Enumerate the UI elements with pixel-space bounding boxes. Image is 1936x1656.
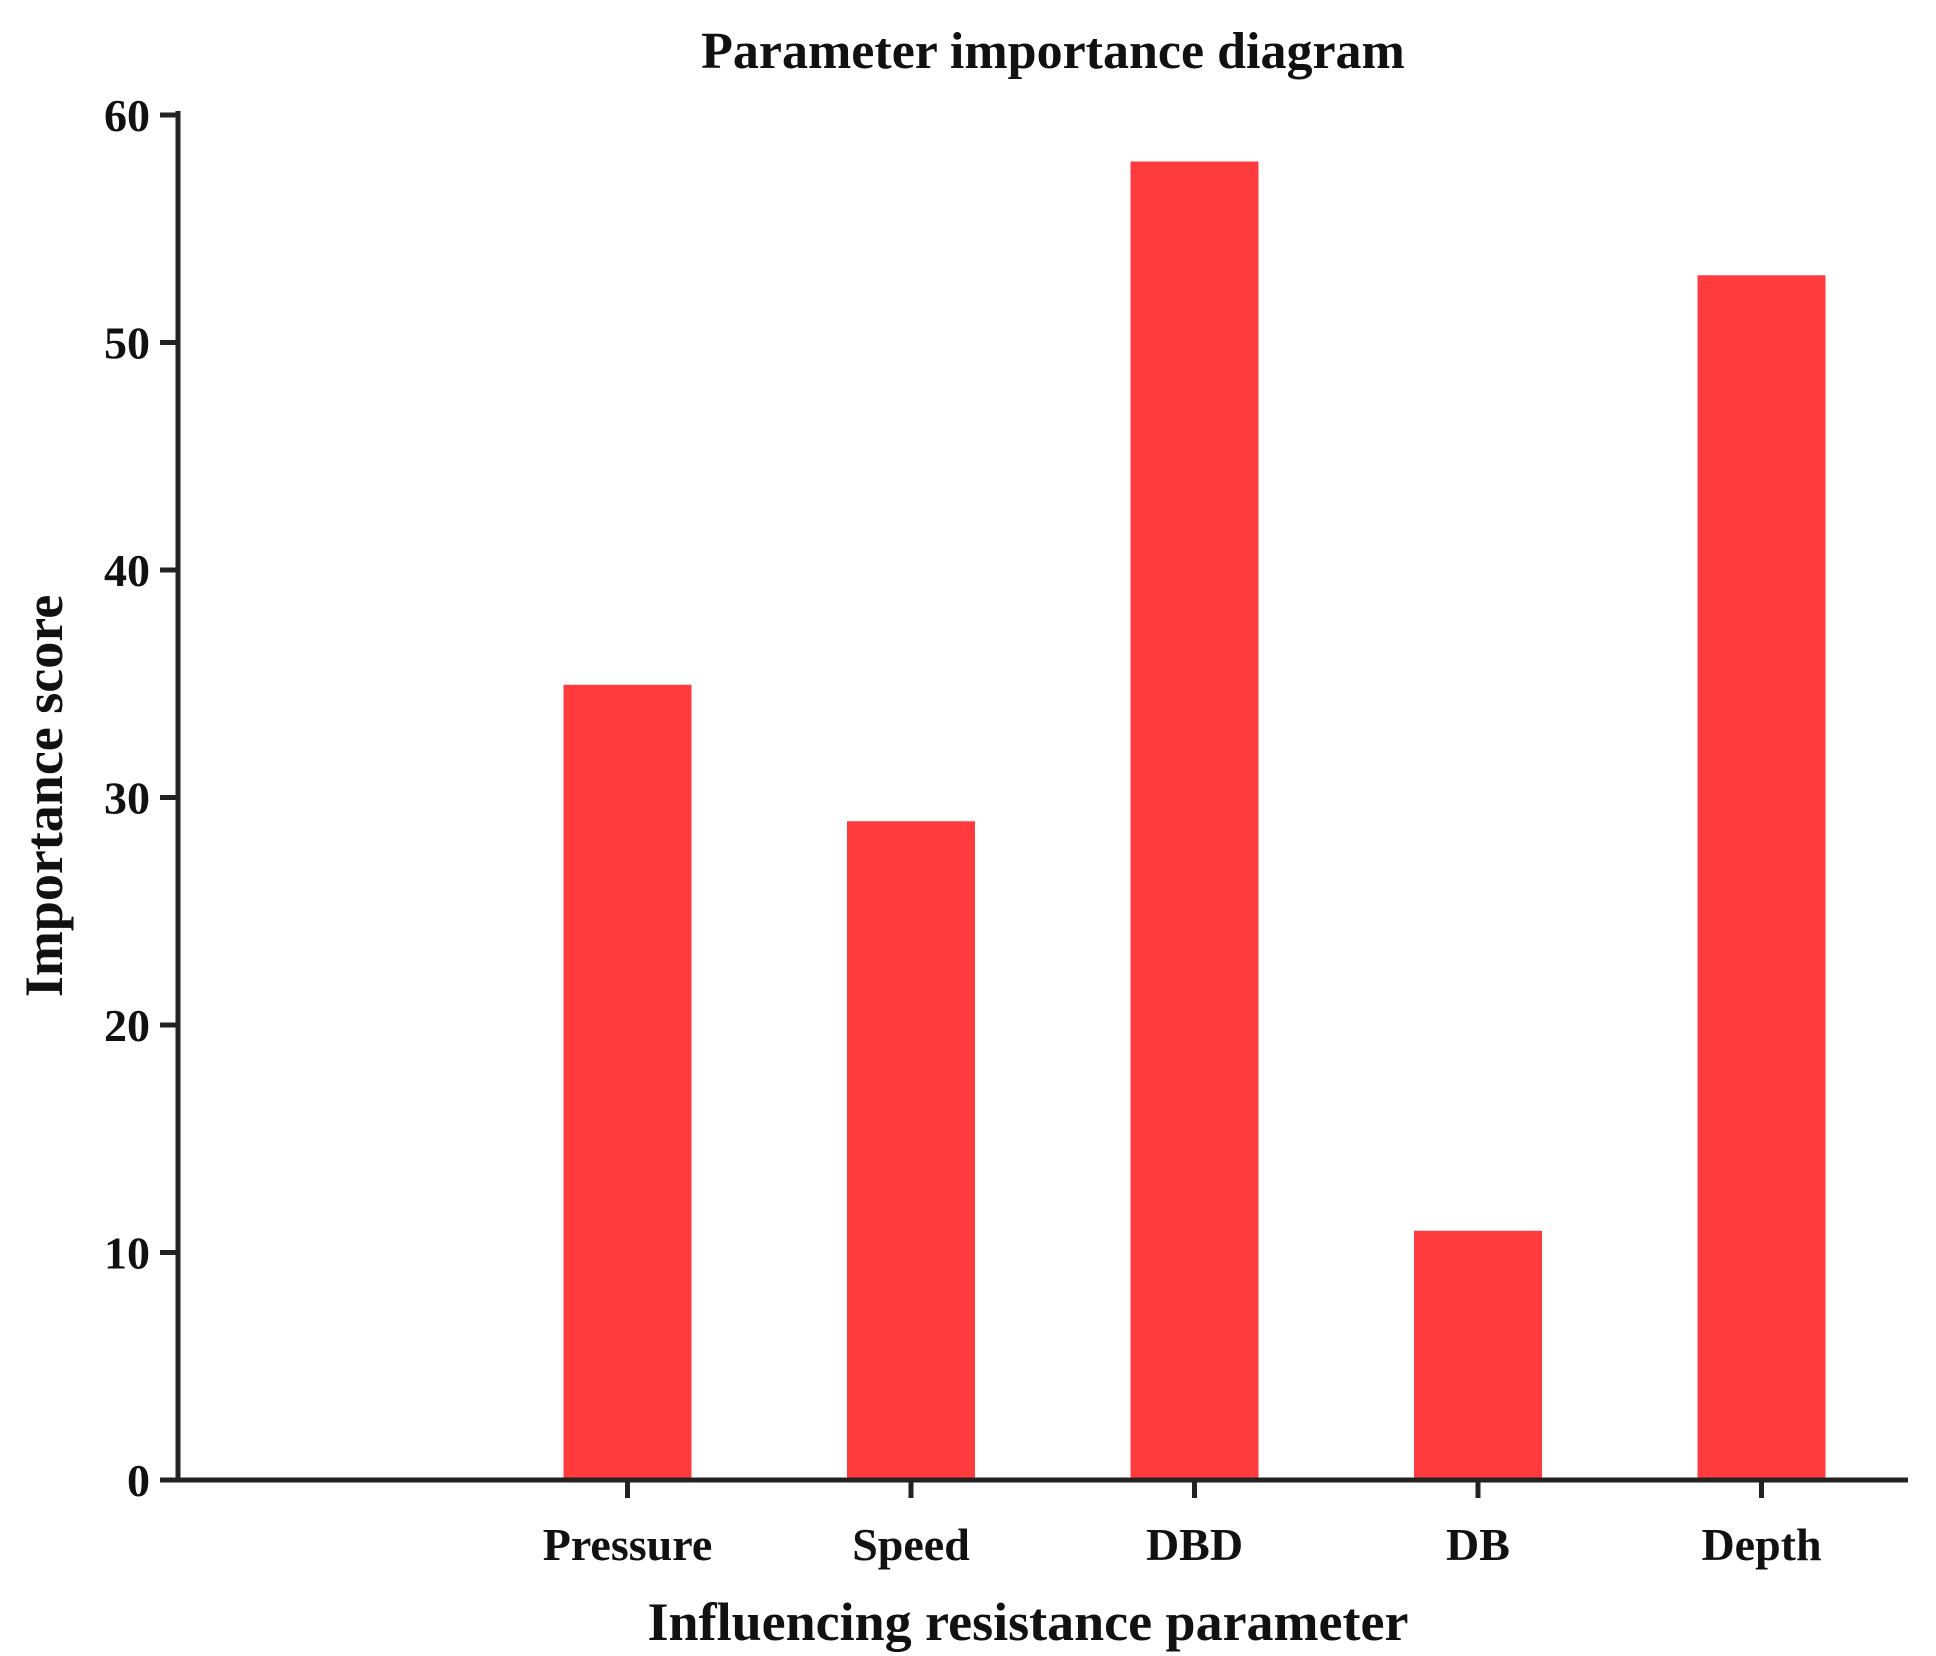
y-tick-label: 10 [104, 1228, 150, 1279]
y-tick-label: 60 [104, 90, 150, 141]
bar-speed [845, 819, 977, 1481]
x-tick-label: Depth [1701, 1519, 1821, 1570]
x-tick-label: Pressure [543, 1519, 713, 1570]
bars-group [561, 159, 1828, 1481]
y-tick-label: 50 [104, 318, 150, 369]
bar-depth [1695, 273, 1828, 1481]
chart-title: Parameter importance diagram [701, 23, 1405, 80]
bar-pressure [561, 682, 694, 1481]
x-tick-label: DBD [1146, 1519, 1243, 1570]
x-axis-ticks: Pressure Speed DBD DB Depth [543, 1480, 1822, 1570]
y-axis-label: Importance score [14, 595, 74, 997]
y-axis-ticks: 0 10 20 30 40 50 60 [104, 90, 178, 1506]
y-tick-label: 40 [104, 545, 150, 596]
x-tick-label: DB [1446, 1519, 1510, 1570]
x-axis-label: Influencing resistance parameter [648, 1592, 1409, 1652]
bar-dbd [1128, 159, 1261, 1481]
y-tick-label: 0 [127, 1455, 150, 1506]
x-tick-label: Speed [852, 1519, 970, 1570]
y-tick-label: 20 [104, 1000, 150, 1051]
bar-db [1412, 1228, 1544, 1481]
y-tick-label: 30 [104, 773, 150, 824]
